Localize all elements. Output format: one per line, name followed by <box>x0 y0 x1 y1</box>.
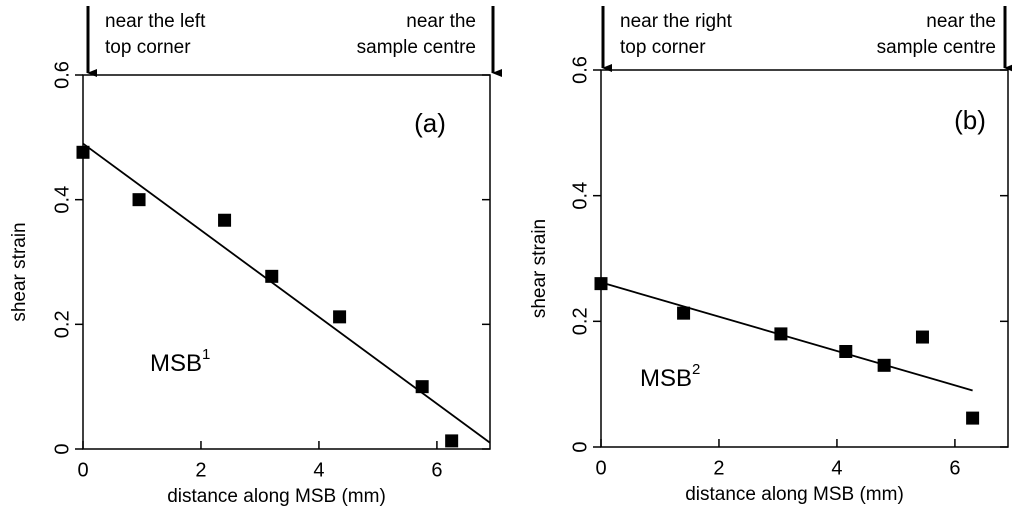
data-point <box>218 213 232 227</box>
corner-note: sample centre <box>877 37 996 58</box>
x-axis-label: distance along MSB (mm) <box>685 484 904 505</box>
data-point <box>915 330 929 344</box>
data-point <box>132 193 146 207</box>
data-point <box>966 411 980 425</box>
corner-note: top corner <box>620 37 706 58</box>
data-point <box>839 344 853 358</box>
y-tick-label: 0.2 <box>51 310 73 338</box>
x-tick-label: 2 <box>713 457 724 479</box>
y-tick-label: 0.6 <box>569 56 591 84</box>
x-tick-label: 0 <box>595 457 606 479</box>
data-point <box>265 269 279 283</box>
corner-note: near the <box>926 11 996 32</box>
x-tick-label: 6 <box>949 457 960 479</box>
corner-note: sample centre <box>357 37 476 58</box>
corner-note: top corner <box>105 37 191 58</box>
data-point <box>877 358 891 372</box>
y-tick-label: 0.2 <box>569 307 591 335</box>
data-point <box>76 145 90 159</box>
msb-label: MSB2 <box>640 361 700 392</box>
panel-title: (b) <box>954 105 986 135</box>
msb-superscript: 2 <box>692 361 700 378</box>
corner-note: near the right <box>620 11 733 32</box>
data-point <box>445 434 459 448</box>
data-point <box>415 380 429 394</box>
corner-note: near the <box>406 11 476 32</box>
msb-superscript: 1 <box>202 346 210 363</box>
x-tick-label: 6 <box>431 459 442 481</box>
x-tick-label: 4 <box>313 459 324 481</box>
y-tick-label: 0.6 <box>51 61 73 89</box>
plot-frame <box>82 74 491 450</box>
y-tick-label: 0.4 <box>569 182 591 210</box>
data-point <box>594 277 608 291</box>
x-tick-label: 2 <box>195 459 206 481</box>
data-point <box>677 306 691 320</box>
panel-title: (a) <box>414 108 446 138</box>
y-tick-label: 0.4 <box>51 186 73 214</box>
corner-note: near the left <box>105 11 206 32</box>
msb-label: MSB1 <box>150 346 210 377</box>
y-tick-label: 0 <box>51 443 73 454</box>
data-point <box>333 310 347 324</box>
x-tick-label: 0 <box>77 459 88 481</box>
msb-text: MSB <box>150 350 202 377</box>
plot-frame <box>600 69 1009 448</box>
y-axis-label: shear strain <box>9 222 30 321</box>
fit-line <box>82 142 491 444</box>
y-axis-label: shear strain <box>529 219 550 318</box>
x-axis-label: distance along MSB (mm) <box>167 486 386 507</box>
x-tick-label: 4 <box>831 457 842 479</box>
y-tick-label: 0 <box>569 441 591 452</box>
data-point <box>774 327 788 341</box>
msb-text: MSB <box>640 365 692 392</box>
